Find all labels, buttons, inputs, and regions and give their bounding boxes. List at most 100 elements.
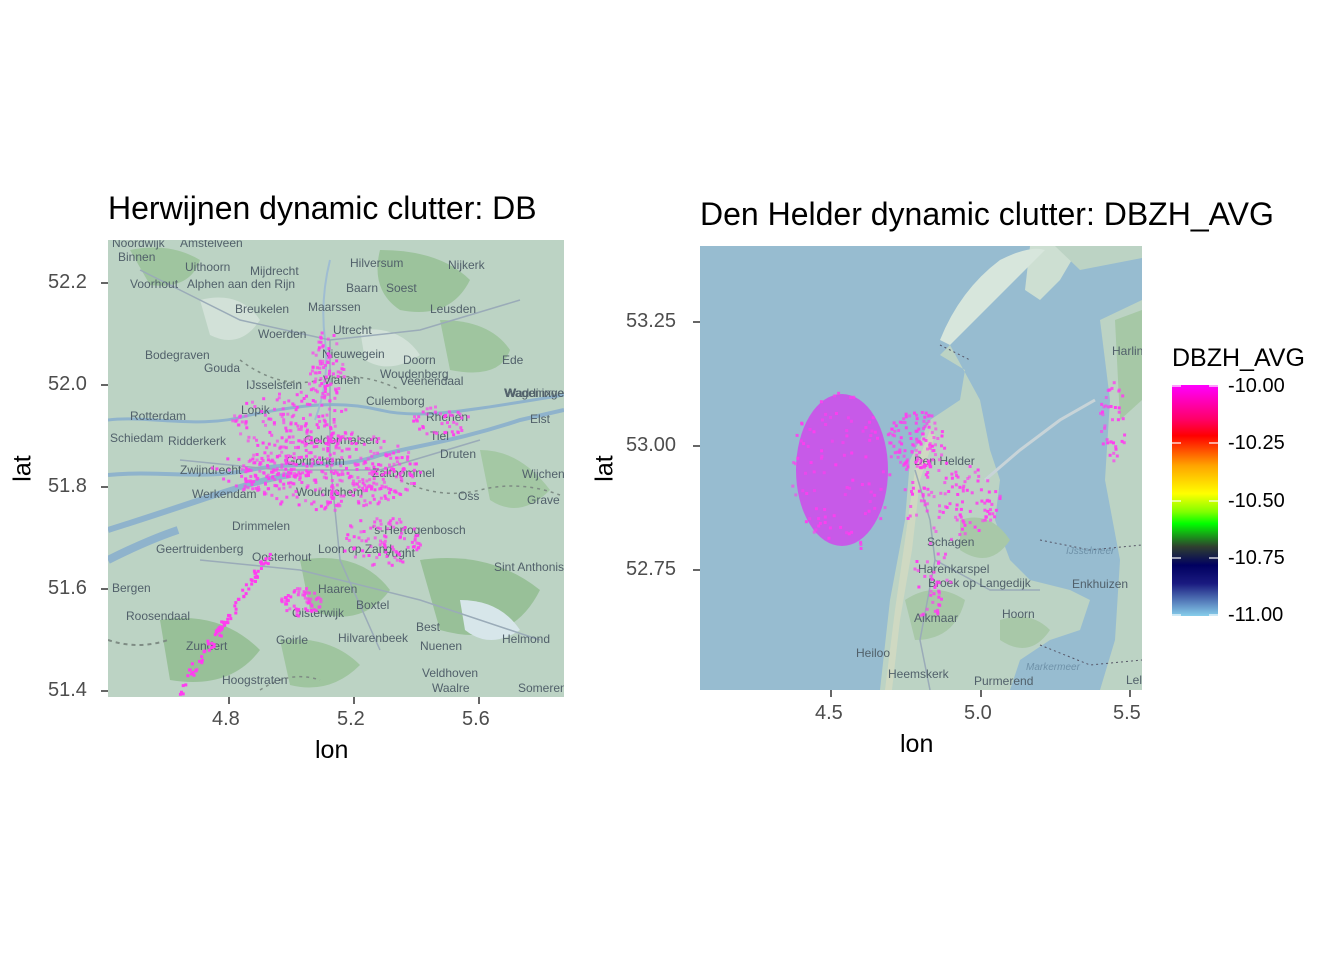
clutter-pixel — [330, 485, 334, 489]
clutter-pixel — [449, 413, 452, 417]
clutter-pixel — [417, 546, 421, 550]
clutter-pixel — [190, 672, 193, 676]
clutter-pixel — [1106, 405, 1110, 409]
clutter-pixel — [919, 462, 922, 466]
clutter-pixel — [251, 487, 255, 491]
clutter-pixel — [368, 501, 372, 505]
clutter-pixel — [313, 400, 317, 404]
clutter-pixel — [394, 490, 398, 494]
clutter-pixel — [439, 412, 442, 416]
clutter-pixel — [1101, 413, 1105, 417]
clutter-pixel — [845, 429, 849, 433]
clutter-pixel — [234, 419, 238, 423]
clutter-pixel — [308, 413, 312, 417]
clutter-pixel — [357, 485, 361, 489]
clutter-pixel — [921, 493, 925, 496]
clutter-pixel — [272, 422, 276, 426]
clutter-pixel — [968, 521, 972, 525]
clutter-pixel — [411, 475, 415, 479]
panel1-y-axis — [101, 282, 108, 692]
clutter-pixel — [389, 519, 393, 523]
clutter-pixel — [362, 554, 366, 558]
clutter-pixel — [362, 504, 366, 508]
clutter-pixel — [309, 470, 313, 474]
clutter-pixel — [860, 483, 864, 486]
clutter-pixel — [943, 446, 947, 450]
clutter-pixel — [372, 524, 376, 528]
clutter-pixel — [307, 451, 311, 455]
clutter-pixel — [200, 661, 204, 665]
clutter-pixel — [1099, 411, 1103, 415]
clutter-pixel — [317, 348, 321, 352]
clutter-pixel — [346, 471, 350, 475]
clutter-pixel — [1112, 441, 1115, 445]
clutter-pixel — [234, 611, 238, 615]
clutter-pixel — [375, 440, 379, 444]
clutter-pixel — [286, 594, 290, 597]
clutter-pixel — [1100, 402, 1104, 406]
clutter-pixel — [186, 674, 190, 678]
clutter-pixel — [316, 460, 320, 464]
clutter-pixel — [314, 480, 318, 484]
clutter-pixel — [385, 555, 389, 558]
clutter-pixel — [1116, 418, 1120, 422]
clutter-pixel — [328, 355, 332, 359]
clutter-pixel — [296, 593, 300, 597]
clutter-pixel — [1117, 410, 1121, 414]
clutter-pixel — [256, 476, 260, 480]
clutter-pixel — [986, 498, 990, 502]
clutter-pixel — [257, 485, 260, 489]
clutter-pixel — [333, 508, 337, 512]
clutter-pixel — [962, 520, 966, 524]
clutter-pixel — [961, 500, 964, 504]
clutter-pixel — [332, 471, 336, 475]
clutter-pixel — [293, 472, 297, 476]
clutter-pixel — [400, 470, 404, 474]
clutter-pixel — [331, 486, 335, 490]
clutter-pixel — [299, 455, 303, 459]
clutter-pixel — [824, 412, 828, 416]
clutter-pixel — [307, 591, 311, 595]
place-label: Helmond — [502, 632, 550, 646]
clutter-pixel — [291, 493, 295, 497]
clutter-pixel — [237, 423, 241, 427]
clutter-pixel — [898, 420, 902, 424]
clutter-pixel — [353, 555, 357, 559]
clutter-pixel — [386, 527, 390, 531]
clutter-pixel — [406, 545, 410, 549]
clutter-pixel — [357, 480, 361, 483]
clutter-pixel — [867, 509, 871, 513]
clutter-pixel — [970, 491, 974, 495]
clutter-pixel — [942, 556, 946, 560]
clutter-pixel — [820, 454, 824, 458]
clutter-pixel — [238, 415, 242, 419]
clutter-pixel — [958, 513, 962, 517]
clutter-pixel — [812, 530, 816, 534]
clutter-pixel — [222, 477, 226, 481]
clutter-pixel — [959, 507, 963, 511]
clutter-pixel — [268, 556, 272, 560]
clutter-pixel — [979, 488, 983, 492]
clutter-pixel — [262, 471, 266, 475]
clutter-pixel — [231, 419, 235, 423]
clutter-pixel — [329, 470, 333, 474]
clutter-pixel — [390, 466, 394, 470]
place-label: Broek op Langedijk — [928, 576, 1032, 590]
clutter-pixel — [307, 474, 310, 477]
clutter-pixel — [336, 374, 340, 378]
clutter-pixel — [352, 546, 356, 550]
clutter-pixel — [267, 487, 271, 491]
clutter-pixel — [334, 489, 338, 493]
clutter-pixel — [989, 518, 993, 522]
clutter-pixel — [1122, 441, 1126, 445]
clutter-pixel — [259, 567, 263, 570]
clutter-pixel — [808, 427, 812, 431]
clutter-pixel — [350, 525, 354, 529]
clutter-pixel — [418, 427, 422, 431]
clutter-pixel — [300, 481, 304, 484]
clutter-pixel — [863, 512, 867, 516]
clutter-pixel — [254, 571, 258, 575]
clutter-pixel — [383, 539, 387, 543]
clutter-pixel — [900, 442, 904, 446]
